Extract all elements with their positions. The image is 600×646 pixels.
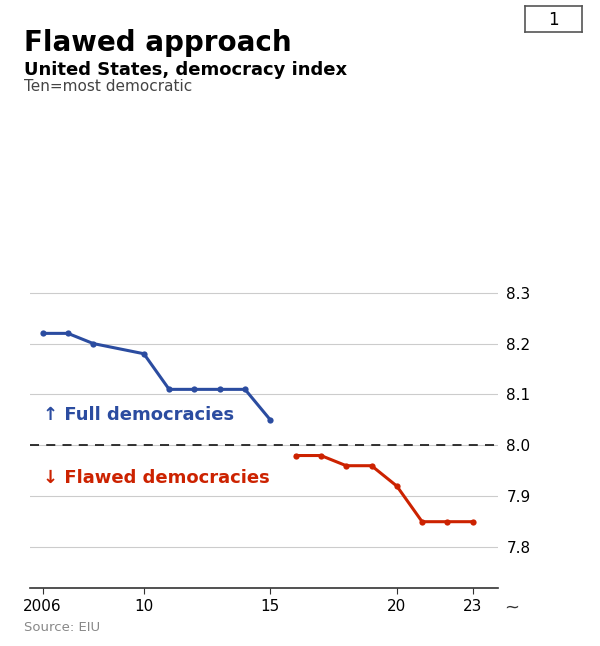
- Text: 1: 1: [548, 11, 559, 29]
- Text: Source: EIU: Source: EIU: [24, 621, 100, 634]
- Text: ↓ Flawed democracies: ↓ Flawed democracies: [43, 470, 269, 488]
- Text: Ten=most democratic: Ten=most democratic: [24, 79, 192, 94]
- Text: ↑ Full democracies: ↑ Full democracies: [43, 406, 234, 424]
- Text: Flawed approach: Flawed approach: [24, 29, 292, 57]
- Text: United States, democracy index: United States, democracy index: [24, 61, 347, 79]
- Text: ~: ~: [505, 599, 520, 617]
